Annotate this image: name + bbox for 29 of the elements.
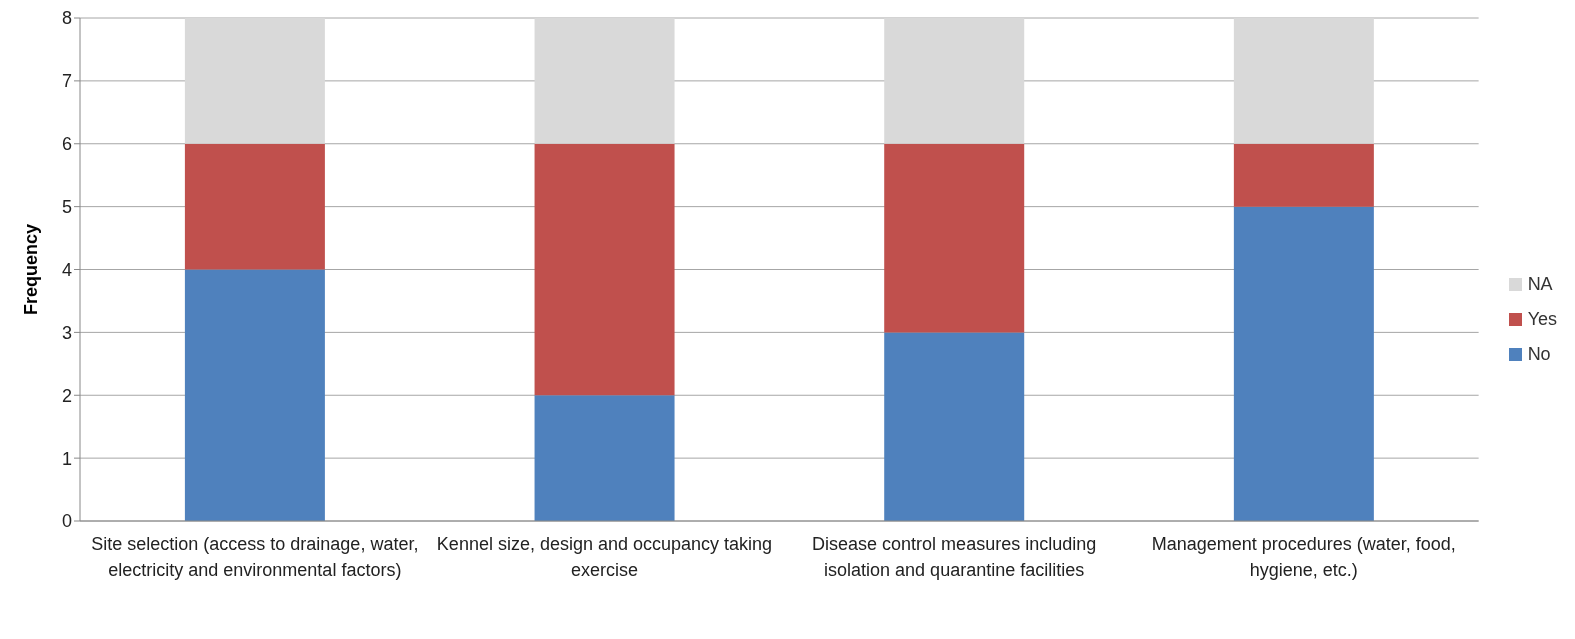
bar bbox=[1233, 18, 1374, 144]
bar bbox=[884, 332, 1025, 521]
x-tick-label: Disease control measures including isolation and quarantine facilities bbox=[812, 533, 1097, 580]
y-axis-title: Frequency bbox=[21, 223, 42, 316]
y-tick-label: 1 bbox=[61, 448, 72, 469]
y-tick-label: 6 bbox=[61, 134, 72, 155]
bar bbox=[1233, 206, 1374, 521]
bar bbox=[184, 269, 325, 521]
bar bbox=[534, 143, 675, 396]
bar bbox=[184, 143, 325, 270]
y-tick-label: 2 bbox=[61, 385, 72, 406]
y-tick-label: 8 bbox=[61, 8, 72, 29]
bar bbox=[884, 18, 1025, 144]
y-tick-label: 7 bbox=[61, 71, 72, 92]
y-tick-label: 5 bbox=[61, 197, 72, 218]
legend-label: No bbox=[1527, 344, 1551, 365]
bar bbox=[884, 143, 1025, 333]
y-tick-label: 3 bbox=[61, 322, 72, 343]
bar bbox=[534, 18, 675, 144]
legend-label: NA bbox=[1527, 274, 1553, 295]
bar bbox=[534, 395, 675, 521]
y-tick-label: 0 bbox=[61, 511, 72, 532]
x-tick-label: Kennel size, design and occupancy taking exercise bbox=[436, 533, 773, 580]
x-tick-label: Management procedures (water, food, hygiene, etc.) bbox=[1151, 533, 1456, 580]
y-tick-label: 4 bbox=[61, 259, 72, 280]
x-tick-label: Site selection (access to drainage, water, electricity and environmental factors) bbox=[91, 533, 419, 580]
bar bbox=[1233, 143, 1374, 207]
legend-label: Yes bbox=[1527, 309, 1557, 330]
bar bbox=[184, 18, 325, 144]
